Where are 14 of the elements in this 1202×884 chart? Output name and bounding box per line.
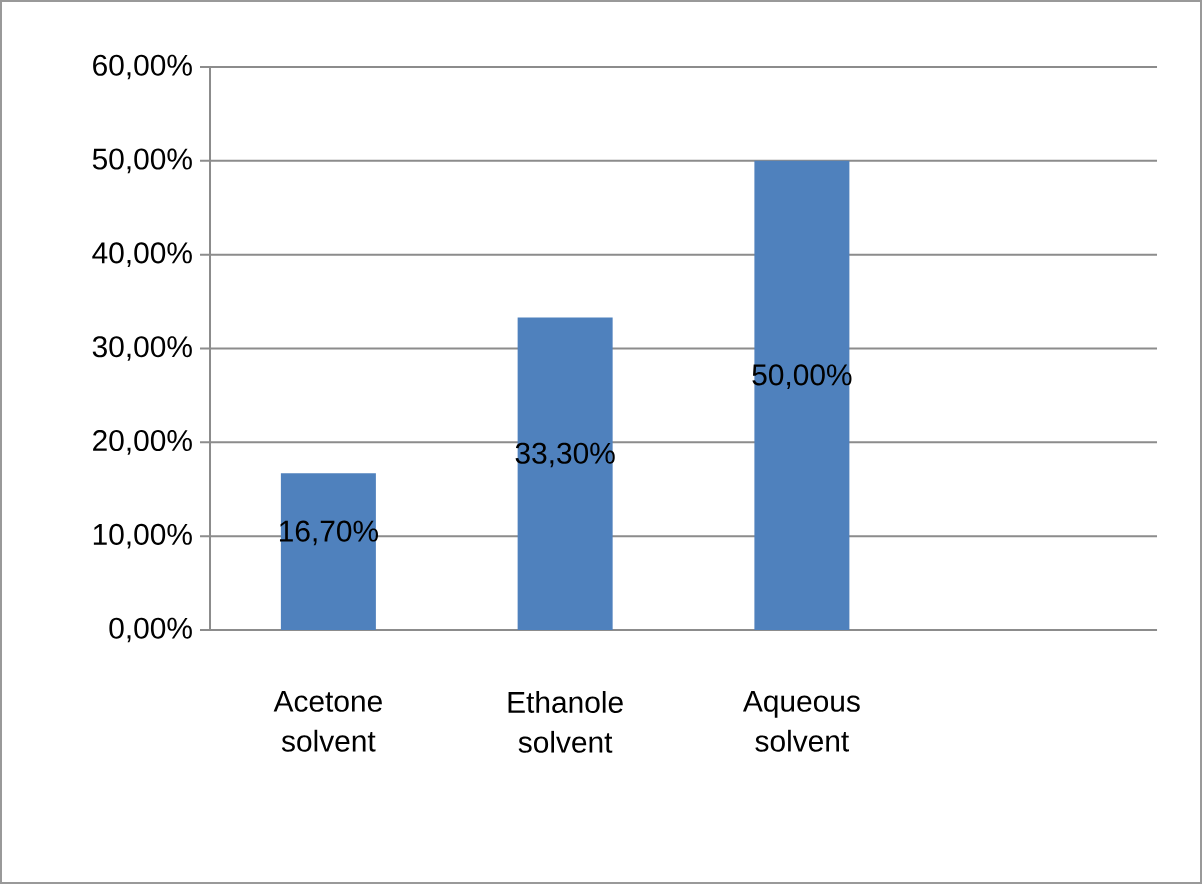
y-tick-label: 40,00%: [92, 242, 192, 267]
x-tick-label: Ethanole solvent: [508, 691, 623, 753]
y-tick-label: 0,00%: [109, 617, 192, 643]
x-tick-label: Acetone solvent: [273, 691, 382, 752]
bar: [754, 160, 850, 630]
data-label: 16,70%: [279, 520, 378, 546]
y-tick-label: 50,00%: [92, 148, 192, 174]
bar: [280, 473, 376, 630]
y-tick-label: 10,00%: [93, 523, 192, 549]
y-tick-label: 60,00%: [93, 54, 192, 80]
y-tick-label: 30,00%: [92, 336, 192, 361]
y-tick-label: 20,00%: [93, 429, 192, 455]
bar: [517, 317, 613, 630]
x-tick-label: Aqueous solvent: [742, 691, 860, 752]
